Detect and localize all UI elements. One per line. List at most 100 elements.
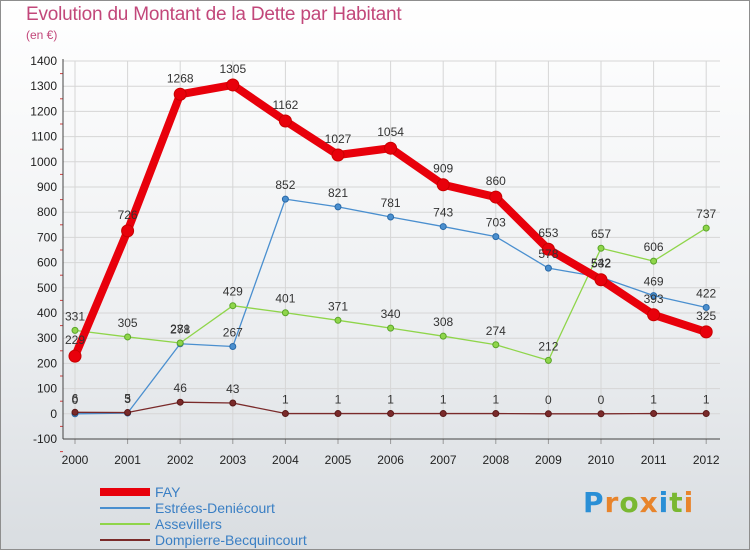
logo-letter: i [658,486,670,519]
y-tick-label: 0 [50,407,57,421]
data-point [492,233,500,241]
data-point [121,224,135,238]
data-label: 909 [433,162,453,176]
x-tick-label: 2009 [535,453,562,467]
data-point [439,410,447,418]
data-point [492,341,500,349]
data-label: 46 [174,381,188,395]
logo-letter: P [583,486,605,519]
data-label: 6 [72,391,79,405]
data-point [334,203,342,211]
y-tick-label: 200 [37,356,57,370]
data-label: 1 [440,393,447,407]
data-label: 1027 [325,132,352,146]
y-tick-label: -100 [33,432,57,446]
data-point [124,333,132,341]
data-point [281,410,289,418]
data-label: 331 [65,309,85,323]
data-point [281,309,289,317]
x-tick-label: 2005 [325,453,352,467]
data-point [439,332,447,340]
data-label: 212 [538,339,558,353]
data-label: 653 [538,226,558,240]
y-tick-label: 100 [37,382,57,396]
x-tick-label: 2002 [167,453,194,467]
data-label: 281 [170,322,190,336]
data-point [387,324,395,332]
data-point [71,326,79,334]
data-point [226,78,240,92]
x-tick-label: 2007 [430,453,457,467]
logo-letter: r [604,486,620,519]
data-label: 0 [72,393,79,407]
data-label: 5 [124,392,131,406]
data-point [439,223,447,231]
data-point [334,410,342,418]
data-point [650,292,658,300]
data-label: 532 [591,257,611,271]
logo-letter: t [669,486,684,519]
legend-label: FAY [155,484,181,500]
data-label: 1 [650,393,657,407]
data-label: 1 [387,393,394,407]
data-point [647,308,661,322]
legend-swatch [100,539,150,541]
data-point [384,141,398,155]
x-tick-label: 2011 [641,453,667,467]
data-point [702,303,710,311]
data-point [650,410,658,418]
data-point [702,410,710,418]
y-tick-label: 600 [37,256,57,270]
x-tick-label: 2008 [482,453,509,467]
data-label: 726 [118,208,138,222]
data-label: 401 [275,292,295,306]
data-label: 308 [433,315,453,329]
data-point [597,410,605,418]
data-label: 606 [644,240,664,254]
data-point [541,242,555,256]
data-label: 3 [124,392,131,406]
chart-title: Evolution du Montant de la Dette par Hab… [26,4,402,25]
data-label: 1305 [219,62,246,76]
logo-letter: x [639,486,659,519]
data-point [544,410,552,418]
legend-swatch [100,507,150,509]
data-label: 1054 [377,125,404,139]
data-label: 371 [328,299,348,313]
legend-swatch [100,523,150,525]
data-label: 274 [486,324,506,338]
data-point [650,257,658,265]
data-label: 737 [696,207,716,221]
data-point [387,410,395,418]
data-point [597,244,605,252]
data-label: 578 [538,247,558,261]
y-tick-label: 1300 [30,79,57,93]
data-label: 703 [486,216,506,230]
data-label: 852 [275,178,295,192]
data-point [492,410,500,418]
data-label: 1268 [167,71,194,85]
data-label: 393 [644,292,664,306]
data-label: 1 [335,393,342,407]
logo-letter: i [683,486,695,519]
legend-label: Estrées-Deniécourt [155,500,275,516]
x-tick-label: 2000 [62,453,89,467]
data-label: 821 [328,186,348,200]
data-label: 305 [118,316,138,330]
data-label: 1 [282,393,289,407]
data-point [278,114,292,128]
x-tick-label: 2010 [588,453,615,467]
data-point [699,325,713,339]
data-label: 542 [591,256,611,270]
data-label: 267 [223,326,243,340]
data-point [176,398,184,406]
legend-swatch [100,488,150,496]
y-tick-label: 300 [37,331,57,345]
data-label: 0 [545,393,552,407]
data-point [544,356,552,364]
y-tick-label: 800 [37,205,57,219]
data-label: 43 [226,382,240,396]
data-label: 429 [223,285,243,299]
